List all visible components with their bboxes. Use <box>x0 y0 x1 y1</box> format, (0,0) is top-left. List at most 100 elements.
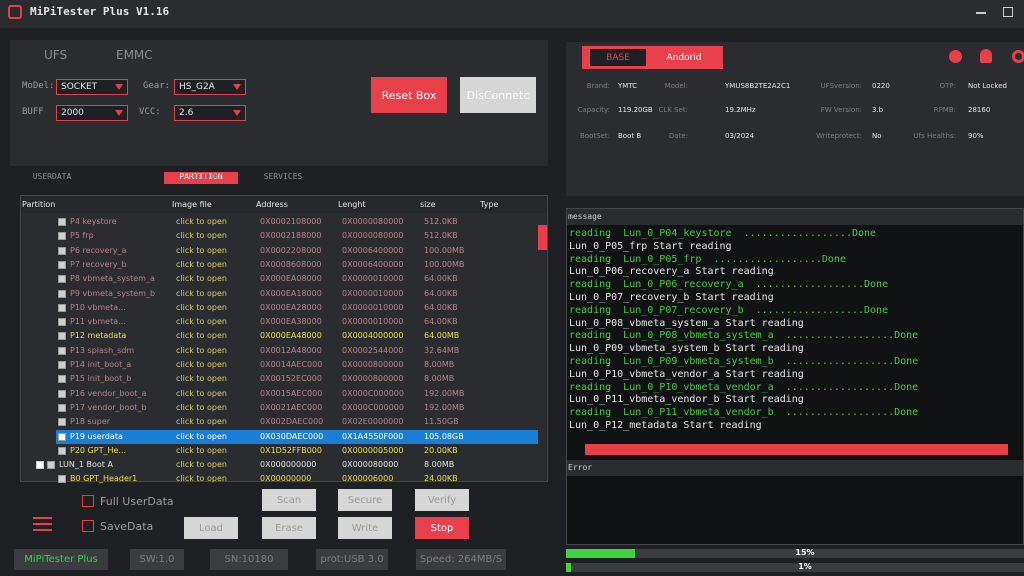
image-file-link[interactable]: click to open <box>176 474 227 484</box>
dropdown-arrow <box>115 110 123 116</box>
action-button[interactable]: Erase <box>262 517 316 539</box>
row-checkbox[interactable] <box>58 246 66 255</box>
maximize-button[interactable] <box>1003 7 1013 17</box>
row-checkbox[interactable] <box>58 275 66 284</box>
row-checkbox[interactable] <box>58 332 66 341</box>
image-file-link[interactable]: click to open <box>176 245 227 255</box>
dropdown-arrow <box>233 110 241 116</box>
partition-cell: 0X002DAEC000 <box>260 417 324 427</box>
partition-cell: P5 frp <box>70 231 94 241</box>
image-file-link[interactable]: click to open <box>176 317 227 327</box>
device-tab[interactable]: EMMC <box>116 48 153 62</box>
partition-cell: 0X0002208000 <box>260 245 322 255</box>
image-file-link[interactable]: click to open <box>176 388 227 398</box>
image-file-link[interactable]: click to open <box>176 259 227 269</box>
action-button[interactable]: Scan <box>262 489 316 511</box>
box-button[interactable]: Reset Box <box>371 77 447 113</box>
image-file-link[interactable]: click to open <box>176 274 227 284</box>
info-label: Brand: <box>586 82 610 90</box>
user-icon[interactable] <box>980 49 992 63</box>
image-file-link[interactable]: click to open <box>176 417 227 427</box>
partition-cell: 0X00000000 <box>260 474 312 484</box>
log-line: Lun_0_P12_metadata Start reading <box>569 420 762 431</box>
image-file-link[interactable]: click to open <box>176 302 227 312</box>
alert-icon[interactable] <box>949 50 962 63</box>
option-checkbox[interactable] <box>82 495 94 507</box>
title-bar <box>0 0 1024 28</box>
log-line: reading Lun_0_P07_recovery_b ...........… <box>569 304 889 316</box>
box-button[interactable]: DisConnetc <box>460 77 536 113</box>
info-value: 19.2MHz <box>725 106 756 114</box>
row-checkbox[interactable] <box>58 361 66 369</box>
action-button[interactable]: Secure <box>338 489 392 511</box>
menu-icon[interactable] <box>33 517 52 531</box>
row-checkbox[interactable] <box>58 346 66 355</box>
partition-cell: 32.64MB <box>424 345 460 355</box>
image-file-link[interactable]: click to open <box>176 460 227 470</box>
info-label: OTP: <box>939 82 956 90</box>
device-tab[interactable]: UFS <box>44 48 68 62</box>
partition-cell: 0X0000005000 <box>342 445 404 455</box>
window-title: MiPiTester Plus V1.16 <box>30 5 170 18</box>
action-button[interactable]: Load <box>184 517 238 539</box>
image-file-link[interactable]: click to open <box>176 431 227 441</box>
image-file-link[interactable]: click to open <box>176 231 227 241</box>
info-label: Capacity: <box>577 106 610 114</box>
action-button[interactable]: Verify <box>415 489 469 511</box>
partition-cell: 512.0KB <box>424 231 458 241</box>
function-tab[interactable]: SERVICES <box>263 172 303 181</box>
image-file-link[interactable]: click to open <box>176 331 227 341</box>
setting-label: VCC: <box>139 107 161 117</box>
function-tab[interactable]: FACTORY <box>189 172 223 181</box>
log-line: Lun_0_P07_recovery_b Start reading <box>569 292 774 303</box>
setting-select[interactable]: 2000 <box>56 105 128 121</box>
setting-select[interactable]: 2.6 <box>174 105 246 121</box>
column-header: Partition <box>22 200 56 209</box>
function-tab[interactable]: USERDATA <box>32 172 72 181</box>
partition-cell: P18 super <box>70 417 111 427</box>
row-checkbox[interactable] <box>58 475 66 484</box>
partition-cell: P16 vendor_boot_a <box>70 388 147 398</box>
image-file-link[interactable]: click to open <box>176 217 227 226</box>
progress-label: 15% <box>795 548 815 557</box>
row-checkbox[interactable] <box>58 303 66 312</box>
info-label: RPMB: <box>933 106 956 114</box>
row-checkbox[interactable] <box>58 289 66 298</box>
info-label: CLK Set: <box>658 106 688 114</box>
gear-icon[interactable] <box>1012 50 1024 63</box>
row-checkbox[interactable] <box>58 318 66 327</box>
row-checkbox[interactable] <box>58 218 66 226</box>
log-hscroll[interactable] <box>585 444 1008 455</box>
info-value: 0220 <box>872 82 890 90</box>
option-checkbox[interactable] <box>82 520 94 532</box>
function-tab[interactable]: PARTITION <box>164 172 238 184</box>
action-button[interactable]: Write <box>338 517 392 539</box>
image-file-link[interactable]: click to open <box>176 345 227 355</box>
image-file-link[interactable]: click to open <box>176 288 227 298</box>
image-file-link[interactable]: click to open <box>176 402 227 412</box>
setting-select[interactable]: HS_G2A <box>174 79 246 95</box>
image-file-link[interactable]: click to open <box>176 374 227 384</box>
action-button[interactable]: Stop <box>415 517 469 539</box>
setting-select[interactable]: SOCKET <box>56 79 128 95</box>
row-checkbox[interactable] <box>58 260 66 269</box>
row-checkbox[interactable] <box>58 232 66 241</box>
row-checkbox[interactable] <box>58 446 66 455</box>
info-value: 119.20GB <box>618 106 653 114</box>
row-checkbox[interactable] <box>58 375 66 384</box>
row-checkbox[interactable] <box>58 403 66 412</box>
row-checkbox[interactable] <box>58 432 66 441</box>
scrollbar-thumb[interactable] <box>538 225 547 250</box>
minimize-button[interactable] <box>976 12 986 14</box>
image-file-link[interactable]: click to open <box>176 445 227 455</box>
expand-toggle[interactable] <box>36 461 44 470</box>
image-file-link[interactable]: click to open <box>176 360 227 369</box>
mode-option[interactable]: BASE <box>590 49 646 66</box>
row-checkbox[interactable] <box>47 461 55 470</box>
mode-option[interactable]: Andorid <box>648 49 720 66</box>
row-checkbox[interactable] <box>58 418 66 427</box>
partition-cell: P20 GPT_He... <box>70 445 127 455</box>
info-label: Model: <box>664 82 688 90</box>
row-checkbox[interactable] <box>58 389 66 398</box>
progress-fill <box>566 563 571 572</box>
